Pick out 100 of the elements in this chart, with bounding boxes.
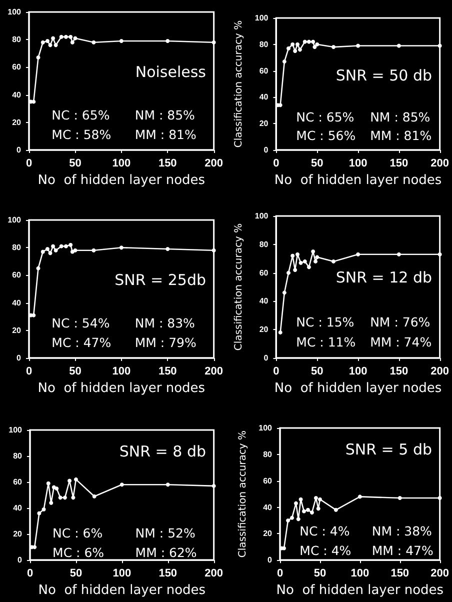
y-tick-label: 60 bbox=[12, 62, 22, 72]
point bbox=[64, 34, 68, 39]
point bbox=[54, 248, 58, 252]
y-tick-label: 80 bbox=[263, 450, 273, 459]
y-tick-label: 80 bbox=[13, 452, 23, 461]
annotation: NM : 38% bbox=[372, 524, 432, 539]
point bbox=[37, 511, 42, 516]
point bbox=[32, 100, 36, 104]
point bbox=[42, 507, 46, 512]
annotation: MC : 56% bbox=[296, 128, 356, 143]
point bbox=[438, 496, 442, 500]
annotation: NC : 65% bbox=[52, 108, 110, 123]
point bbox=[54, 43, 58, 48]
point bbox=[166, 38, 170, 43]
y-tick-label: 20 bbox=[259, 325, 269, 334]
y-tick-label: 40 bbox=[12, 298, 22, 308]
text: SNR = 25db bbox=[114, 270, 206, 289]
x-tick-label: 200 bbox=[204, 568, 224, 580]
point bbox=[310, 510, 314, 515]
point bbox=[36, 56, 40, 60]
point bbox=[286, 46, 291, 50]
point bbox=[315, 255, 320, 260]
x-tick-label: 50 bbox=[70, 568, 82, 580]
y-tick-label: 60 bbox=[259, 268, 269, 278]
x-tick-label: 0 bbox=[26, 568, 34, 580]
y-tick-label: 20 bbox=[13, 530, 23, 539]
annotation: MM : 79% bbox=[134, 334, 196, 350]
point bbox=[356, 44, 360, 48]
annotation: MM : 81% bbox=[134, 126, 196, 142]
text: Noiseless bbox=[135, 62, 206, 81]
y-tick-label: 0 bbox=[18, 556, 23, 565]
point bbox=[298, 497, 303, 502]
x-axis-title: No of hidden layer nodes bbox=[38, 583, 206, 598]
point bbox=[59, 34, 64, 39]
point bbox=[212, 248, 216, 252]
point bbox=[356, 252, 360, 256]
point bbox=[318, 497, 322, 502]
point bbox=[71, 496, 76, 500]
annotation: NM : 85% bbox=[370, 109, 430, 124]
point bbox=[294, 501, 298, 506]
point bbox=[40, 250, 45, 254]
annotation: NM : 83% bbox=[134, 316, 196, 331]
x-axis-title: No of hidden layer nodes bbox=[38, 172, 206, 188]
point bbox=[212, 484, 216, 488]
x-axis-title: No of hidden layer nodes bbox=[276, 583, 444, 598]
point bbox=[302, 259, 307, 264]
point bbox=[316, 506, 320, 511]
y-tick-label: 60 bbox=[13, 478, 23, 487]
point bbox=[48, 251, 52, 256]
point bbox=[286, 270, 291, 275]
x-tick-label: 200 bbox=[430, 568, 450, 580]
annotation: MM : 81% bbox=[370, 128, 432, 143]
x-tick-label: 0 bbox=[276, 568, 284, 580]
text: SNR = 5 db bbox=[345, 440, 432, 458]
point bbox=[92, 494, 96, 498]
point bbox=[282, 546, 286, 550]
point bbox=[311, 40, 316, 44]
y-tick-label: 0 bbox=[264, 354, 269, 362]
point bbox=[296, 42, 300, 46]
annotation: MC : 11% bbox=[296, 334, 356, 350]
x-tick-label: 150 bbox=[158, 366, 177, 378]
point bbox=[45, 246, 50, 251]
annotation: MM : 62% bbox=[135, 544, 197, 560]
x-tick-label: 200 bbox=[204, 158, 224, 170]
point bbox=[166, 482, 170, 487]
y-axis-title: Classification accuracy % bbox=[234, 20, 244, 148]
y-tick-label: 40 bbox=[263, 502, 273, 512]
point bbox=[286, 518, 290, 522]
annotation: MC : 47% bbox=[52, 334, 112, 350]
point bbox=[46, 481, 50, 486]
point bbox=[59, 244, 64, 248]
point bbox=[51, 36, 56, 40]
point bbox=[51, 244, 56, 248]
x-tick-label: 100 bbox=[350, 568, 370, 580]
point bbox=[119, 38, 124, 43]
x-tick-label: 150 bbox=[390, 158, 408, 170]
annotation: NM : 76% bbox=[370, 314, 430, 330]
point bbox=[36, 266, 40, 270]
y-tick-label: 0 bbox=[264, 146, 269, 154]
point bbox=[32, 545, 37, 550]
point bbox=[58, 496, 62, 500]
point bbox=[32, 313, 36, 318]
y-tick-label: 20 bbox=[12, 118, 22, 127]
point bbox=[332, 45, 336, 50]
x-tick-label: 50 bbox=[69, 158, 82, 170]
y-tick-label: 40 bbox=[13, 504, 23, 513]
y-tick-label: 20 bbox=[12, 326, 22, 335]
x-tick-label: 100 bbox=[112, 366, 131, 378]
x-tick-label: 200 bbox=[430, 366, 450, 378]
y-tick-label: 100 bbox=[254, 212, 269, 220]
x-tick-label: 150 bbox=[390, 366, 408, 378]
point bbox=[312, 45, 317, 50]
y-axis-title: Classification accuracy % bbox=[234, 223, 244, 351]
point bbox=[302, 509, 306, 514]
point bbox=[290, 254, 295, 258]
point bbox=[120, 482, 124, 487]
y-tick-label: 20 bbox=[259, 119, 269, 128]
point bbox=[396, 44, 401, 48]
point bbox=[306, 508, 310, 512]
annotation: NC : 15% bbox=[296, 314, 354, 330]
